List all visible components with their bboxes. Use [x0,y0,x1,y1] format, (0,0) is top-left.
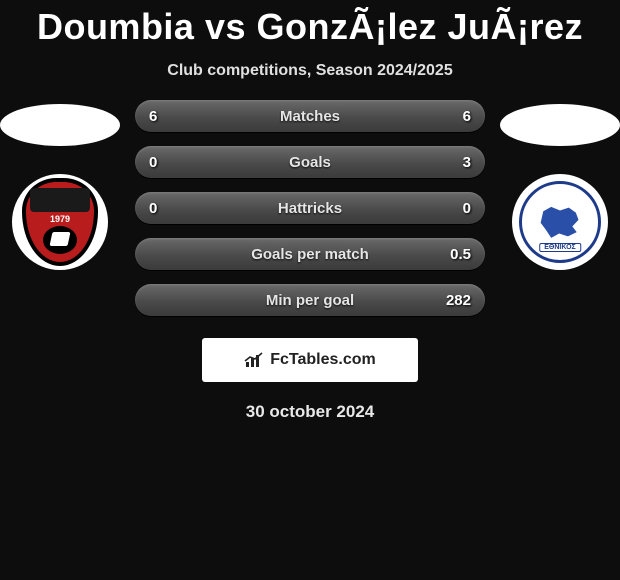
stat-row-matches: 6 Matches 6 [135,100,485,132]
stat-left-value: 0 [149,200,189,217]
stat-row-min-per-goal: Min per goal 282 [135,284,485,316]
left-player-avatar [0,104,120,146]
stat-row-goals-per-match: Goals per match 0.5 [135,238,485,270]
stat-right-value: 3 [431,154,471,171]
stat-left-value: 0 [149,154,189,171]
left-club-year: 1979 [50,214,70,224]
stat-row-hattricks: 0 Hattricks 0 [135,192,485,224]
stat-right-value: 6 [431,108,471,125]
left-club-badge: 1979 [12,174,108,270]
stat-right-value: 282 [431,292,471,309]
date-text: 30 october 2024 [0,402,620,422]
page-subtitle: Club competitions, Season 2024/2025 [0,62,620,80]
brand-text: FcTables.com [270,351,376,369]
stat-left-value: 6 [149,108,189,125]
right-player-avatar [500,104,620,146]
chart-icon [244,352,264,368]
stat-right-value: 0 [431,200,471,217]
stats-list: 6 Matches 6 0 Goals 3 0 Hattricks 0 Goal… [135,100,485,316]
page-title: Doumbia vs GonzÃ¡lez JuÃ¡rez [0,0,620,48]
brand-badge[interactable]: FcTables.com [202,338,418,382]
comparison-content: 1979 ΕΘΝΙΚΟΣ 6 Matches 6 0 Goals 3 0 Hat… [0,100,620,316]
right-club-banner: ΕΘΝΙΚΟΣ [539,243,581,252]
right-club-badge: ΕΘΝΙΚΟΣ [512,174,608,270]
left-player-column: 1979 [0,100,120,330]
stat-row-goals: 0 Goals 3 [135,146,485,178]
right-player-column: ΕΘΝΙΚΟΣ [500,100,620,330]
stat-right-value: 0.5 [431,246,471,263]
